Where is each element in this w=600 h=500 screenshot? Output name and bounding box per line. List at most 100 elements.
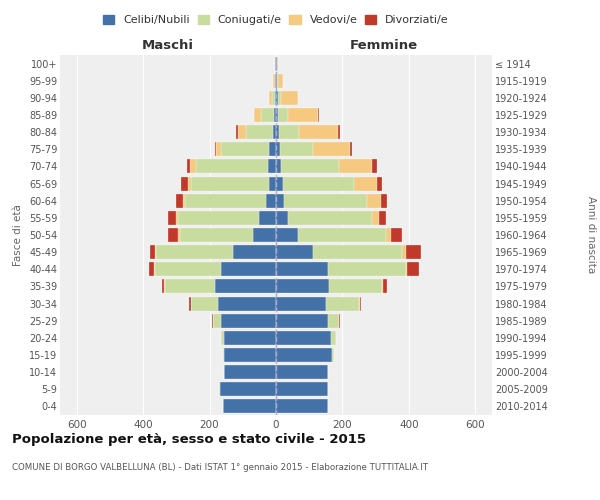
Bar xyxy=(187,160,190,173)
Bar xyxy=(178,211,259,225)
Bar xyxy=(360,296,361,310)
Bar xyxy=(151,245,155,259)
Bar xyxy=(287,211,373,225)
Bar xyxy=(216,142,221,156)
Bar xyxy=(281,91,298,105)
Bar xyxy=(276,211,287,225)
Bar xyxy=(276,331,331,345)
Bar xyxy=(161,280,164,293)
Bar xyxy=(220,382,276,396)
Bar xyxy=(188,176,191,190)
Bar xyxy=(218,296,276,310)
Bar xyxy=(326,296,359,310)
Bar xyxy=(266,194,276,207)
Text: Popolazione per età, sesso e stato civile - 2015: Popolazione per età, sesso e stato civil… xyxy=(12,432,366,446)
Bar xyxy=(277,56,278,70)
Bar xyxy=(407,262,419,276)
Bar xyxy=(215,280,276,293)
Text: Femmine: Femmine xyxy=(350,38,418,52)
Bar xyxy=(221,331,224,345)
Bar xyxy=(406,245,421,259)
Text: Maschi: Maschi xyxy=(142,38,194,52)
Bar xyxy=(221,142,269,156)
Bar xyxy=(176,211,178,225)
Bar xyxy=(269,142,276,156)
Bar xyxy=(377,176,382,190)
Bar xyxy=(281,160,339,173)
Bar xyxy=(317,108,319,122)
Bar xyxy=(164,280,215,293)
Bar xyxy=(185,194,266,207)
Bar xyxy=(155,262,221,276)
Bar xyxy=(191,296,218,310)
Bar xyxy=(276,125,278,139)
Bar xyxy=(339,160,373,173)
Bar xyxy=(386,228,391,242)
Bar xyxy=(276,91,278,105)
Bar xyxy=(238,125,246,139)
Bar xyxy=(246,125,272,139)
Bar xyxy=(331,331,336,345)
Bar xyxy=(275,74,276,88)
Bar xyxy=(236,125,238,139)
Bar xyxy=(224,348,276,362)
Bar xyxy=(338,125,340,139)
Bar xyxy=(269,176,276,190)
Bar xyxy=(359,296,360,310)
Bar xyxy=(189,296,191,310)
Bar xyxy=(276,365,328,379)
Bar xyxy=(155,245,157,259)
Bar xyxy=(373,160,377,173)
Bar xyxy=(277,74,278,88)
Bar xyxy=(276,348,332,362)
Bar xyxy=(299,125,338,139)
Bar xyxy=(224,331,276,345)
Bar xyxy=(273,74,275,88)
Bar xyxy=(168,228,178,242)
Bar xyxy=(178,228,179,242)
Bar xyxy=(276,194,284,207)
Bar xyxy=(283,176,354,190)
Text: COMUNE DI BORGO VALBELLUNA (BL) - Dati ISTAT 1° gennaio 2015 - Elaborazione TUTT: COMUNE DI BORGO VALBELLUNA (BL) - Dati I… xyxy=(12,462,428,471)
Bar xyxy=(287,108,317,122)
Bar xyxy=(176,194,183,207)
Bar xyxy=(367,194,380,207)
Bar xyxy=(350,142,352,156)
Bar xyxy=(221,262,276,276)
Bar xyxy=(181,176,188,190)
Bar xyxy=(402,245,406,259)
Bar xyxy=(276,280,329,293)
Bar xyxy=(276,176,283,190)
Bar xyxy=(276,56,277,70)
Bar xyxy=(268,160,276,173)
Bar xyxy=(224,365,276,379)
Bar xyxy=(313,245,402,259)
Bar xyxy=(276,400,328,413)
Bar xyxy=(284,194,367,207)
Bar xyxy=(280,142,313,156)
Bar xyxy=(373,211,379,225)
Bar xyxy=(275,91,276,105)
Bar xyxy=(259,211,276,225)
Bar xyxy=(183,194,185,207)
Bar xyxy=(278,125,299,139)
Bar xyxy=(219,382,220,396)
Legend: Celibi/Nubili, Coniugati/e, Vedovi/e, Divorziati/e: Celibi/Nubili, Coniugati/e, Vedovi/e, Di… xyxy=(99,10,453,29)
Bar xyxy=(332,348,334,362)
Bar xyxy=(276,314,328,328)
Bar xyxy=(383,280,388,293)
Bar xyxy=(354,176,377,190)
Bar xyxy=(276,245,313,259)
Bar xyxy=(274,108,276,122)
Bar xyxy=(391,228,402,242)
Bar xyxy=(276,296,326,310)
Bar xyxy=(213,314,221,328)
Bar xyxy=(168,211,176,225)
Bar xyxy=(272,91,275,105)
Bar xyxy=(278,74,283,88)
Bar xyxy=(253,228,276,242)
Bar xyxy=(221,314,276,328)
Bar xyxy=(329,280,382,293)
Bar xyxy=(261,108,274,122)
Bar xyxy=(190,160,196,173)
